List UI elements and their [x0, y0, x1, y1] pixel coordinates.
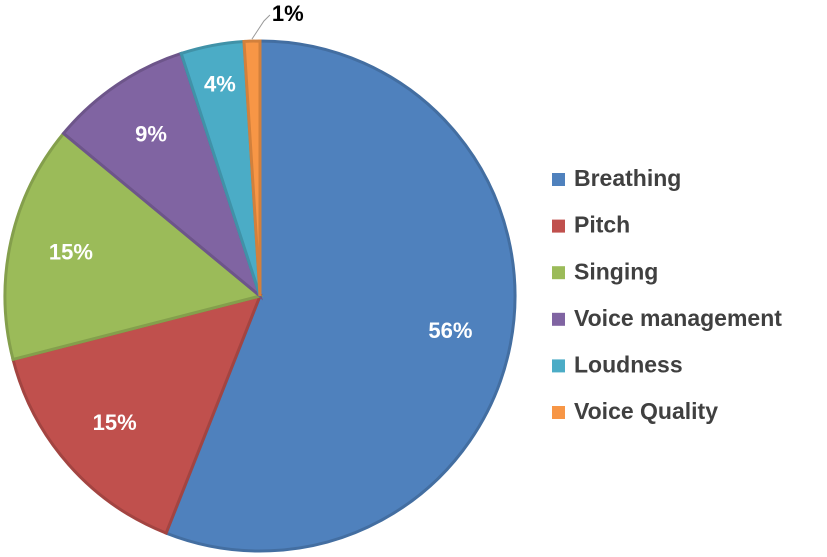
legend-label: Breathing — [574, 165, 681, 191]
legend-swatch — [552, 173, 565, 186]
legend-label: Pitch — [574, 212, 630, 238]
data-label: 1% — [272, 1, 304, 26]
legend-label: Voice management — [574, 305, 782, 331]
legend-label: Loudness — [574, 351, 683, 377]
legend-label: Voice Quality — [574, 398, 718, 424]
legend-swatch — [552, 406, 565, 419]
legend-label: Singing — [574, 258, 658, 284]
data-label: 4% — [204, 71, 236, 96]
legend-swatch — [552, 219, 565, 233]
legend-swatch — [552, 359, 565, 373]
pie-slice — [242, 39, 262, 297]
data-label: 15% — [49, 240, 93, 265]
data-label: 9% — [135, 122, 167, 147]
pie-slice — [3, 131, 264, 362]
pie-slice — [164, 39, 517, 553]
data-label: 56% — [428, 318, 472, 343]
pie-slice — [11, 293, 263, 536]
pie-slice — [61, 51, 264, 301]
legend-swatch — [552, 266, 565, 280]
legend-swatch — [552, 312, 565, 326]
data-label: 15% — [93, 410, 137, 435]
leader-line — [251, 14, 271, 40]
